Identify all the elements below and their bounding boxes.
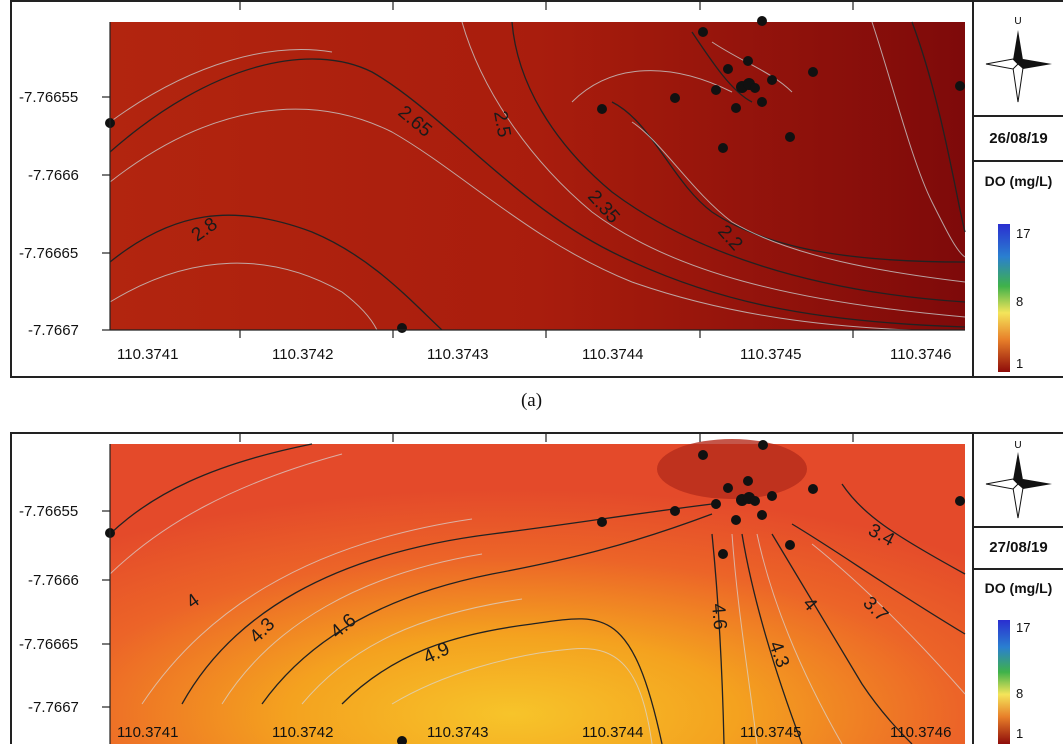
x-tick-label: 110.3741 xyxy=(117,724,178,741)
compass-cell: U xyxy=(974,2,1063,117)
north-arrow-icon: U xyxy=(985,440,1052,519)
date-label: 26/08/19 xyxy=(974,117,1063,162)
colorbar-tick-label: 1 xyxy=(1016,356,1024,371)
y-tick-label: -7.7666 xyxy=(28,167,79,184)
x-tick-label: 110.3743 xyxy=(427,724,488,741)
date-label: 27/08/19 xyxy=(974,528,1063,570)
y-tick-label: -7.76655 xyxy=(19,89,78,106)
x-tick-label: 110.3743 xyxy=(427,346,488,363)
compass-cell: U xyxy=(974,434,1063,528)
contour-map-b: 4 4.3 4.6 4.9 4.6 4.3 4 3.7 3.4 xyxy=(19,434,966,744)
legend-sidebar-b: U 27/08/19 DO (mg/L) 17 8 1 xyxy=(972,432,1063,744)
map-panel-b: 4 4.3 4.6 4.9 4.6 4.3 4 3.7 3.4 xyxy=(0,432,1063,744)
map-surface-a xyxy=(110,22,965,330)
colorbar xyxy=(998,620,1010,744)
y-tick-label: -7.76665 xyxy=(19,245,78,262)
north-arrow-icon: U xyxy=(985,16,1052,103)
x-tick-label: 110.3745 xyxy=(740,724,801,741)
y-tick-label: -7.7667 xyxy=(28,322,79,339)
contour-label: 2.5 xyxy=(489,109,514,139)
x-tick-label: 110.3746 xyxy=(890,346,951,363)
x-tick-label: 110.3746 xyxy=(890,724,951,741)
svg-text:U: U xyxy=(1014,16,1021,27)
x-tick-label: 110.3744 xyxy=(582,346,643,363)
map-panel-a: 2.65 2.5 2.8 2.35 2.2 xyxy=(10,0,1063,378)
colorbar xyxy=(998,224,1010,372)
colorbar-tick-label: 17 xyxy=(1016,226,1031,241)
colorbar-tick-label: 17 xyxy=(1016,620,1031,635)
legend-title: DO (mg/L) xyxy=(984,580,1053,596)
colorbar-tick-label: 1 xyxy=(1016,726,1024,741)
x-tick-label: 110.3741 xyxy=(117,346,178,363)
x-tick-label: 110.3745 xyxy=(740,346,801,363)
y-tick-label: -7.7666 xyxy=(28,572,79,589)
legend-sidebar-a: U 26/08/19 DO (mg/L) 17 8 1 xyxy=(972,0,1063,378)
map-frame-b: 4 4.3 4.6 4.9 4.6 4.3 4 3.7 3.4 xyxy=(10,432,976,744)
map-frame-a: 2.65 2.5 2.8 2.35 2.2 xyxy=(10,0,976,378)
x-tick-label: 110.3742 xyxy=(272,346,333,363)
colorbar-tick-label: 8 xyxy=(1016,686,1024,701)
x-tick-label: 110.3744 xyxy=(582,724,643,741)
contour-label: 4.6 xyxy=(707,603,730,631)
svg-text:U: U xyxy=(1014,440,1021,451)
map-surface-b xyxy=(110,444,965,744)
x-tick-label: 110.3742 xyxy=(272,724,333,741)
colorbar-tick-label: 8 xyxy=(1016,294,1024,309)
y-tick-label: -7.76655 xyxy=(19,503,78,520)
y-tick-label: -7.76665 xyxy=(19,636,78,653)
contour-map-a: 2.65 2.5 2.8 2.35 2.2 xyxy=(19,2,966,363)
figure-caption-a: (a) xyxy=(520,390,543,411)
legend-title: DO (mg/L) xyxy=(984,173,1053,189)
y-tick-label: -7.7667 xyxy=(28,699,79,716)
